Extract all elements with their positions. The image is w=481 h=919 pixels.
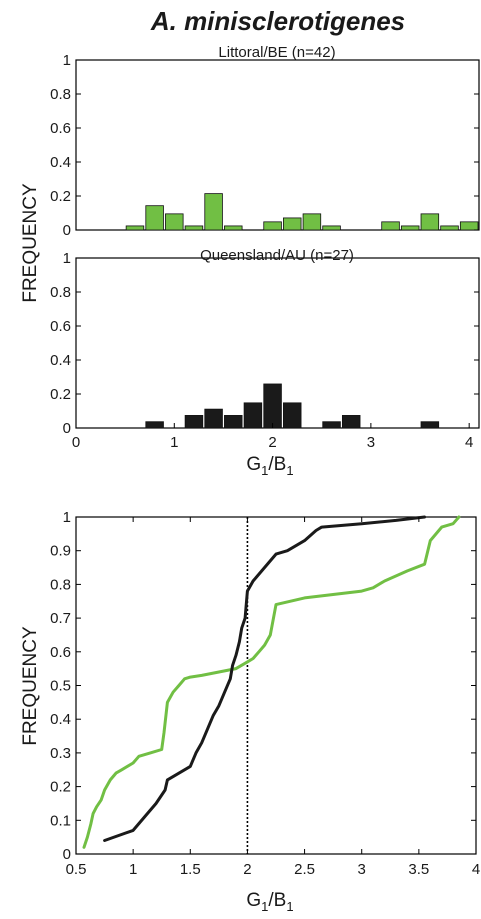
littoral-bar (125, 225, 145, 231)
littoral-bar (440, 225, 459, 231)
littoral-y-tick-label: 0.4 (50, 154, 71, 171)
littoral-y-tick-label: 0.2 (50, 188, 71, 205)
queensland-bar (243, 402, 263, 429)
queensland-x-tick-label: 1 (170, 434, 178, 451)
cumulative-y-tick-label: 1 (63, 509, 71, 526)
cumulative-y-tick-label: 0.4 (50, 711, 71, 728)
x-label-sub-b: 1 (286, 463, 293, 478)
cumulative-y-tick-label: 0.5 (50, 678, 71, 695)
cumulative-line-chart: 0 0.1 0.2 0.3 0.4 0.5 0.6 0.7 0.8 0.9 1 0.5 1 1.5 2 2.… (20, 509, 480, 914)
cumulative-y-tick-label: 0.2 (50, 779, 71, 796)
littoral-bar (263, 221, 282, 231)
histogram-y-axis-label: FREQUENCY (20, 183, 41, 303)
littoral-bar (459, 221, 479, 231)
queensland-bar (322, 421, 341, 429)
queensland-bar (263, 383, 282, 429)
histogram-queensland-title: Queensland/AU (n=27) (200, 247, 354, 264)
queensland-y-tick-label: 0 (63, 420, 71, 437)
queensland-bar (145, 421, 164, 429)
littoral-y-tick-label: 0.8 (50, 86, 71, 103)
queensland-x-tick-label: 4 (465, 434, 473, 451)
cumulative-x-tick-label: 2 (243, 861, 251, 878)
queensland-x-tick-label: 0 (72, 434, 80, 451)
cumulative-y-axis-label: FREQUENCY (20, 626, 41, 746)
queensland-bar (224, 415, 243, 429)
x-label-g: G (246, 454, 261, 475)
queensland-y-tick-label: 0.2 (50, 386, 71, 403)
queensland-y-tick-label: 0.4 (50, 352, 71, 369)
cumulative-x-tick-label: 0.5 (66, 861, 87, 878)
littoral-bar (204, 193, 223, 231)
littoral-bar (145, 205, 164, 231)
littoral-bar (165, 213, 184, 231)
littoral-bar (381, 221, 400, 231)
queensland-bar (341, 415, 361, 429)
littoral-bar (224, 225, 243, 231)
cumulative-x-tick-label: 3.5 (408, 861, 429, 878)
littoral-bar (322, 225, 341, 231)
histogram-littoral: Littoral/BE (n=42) 0 0.2 0.4 0.6 0.8 1 (50, 44, 480, 239)
x-label-g: G (246, 890, 261, 911)
littoral-y-tick-label: 0 (63, 222, 71, 239)
queensland-bar (283, 402, 302, 429)
histogram-littoral-frame (75, 59, 480, 231)
x-label-slash: /B (268, 454, 286, 475)
cumulative-y-tick-label: 0.7 (50, 610, 71, 627)
littoral-bar (420, 213, 440, 231)
x-label-sub-b: 1 (286, 899, 293, 914)
figure-title: A. minisclerotigenes (150, 6, 405, 36)
cumulative-x-axis-label: G1/B1 (246, 890, 293, 914)
queensland-bar (420, 421, 440, 429)
queensland-bar (184, 415, 204, 429)
littoral-bar (302, 213, 322, 231)
x-label-sub-g: 1 (261, 463, 268, 478)
cumulative-x-tick-label: 4 (472, 861, 480, 878)
queensland-y-tick-label: 0.6 (50, 318, 71, 335)
x-label-slash: /B (268, 890, 286, 911)
queensland-y-tick-label: 0.8 (50, 284, 71, 301)
littoral-bar (283, 217, 302, 231)
histogram-x-axis-label: G1/B1 (246, 454, 293, 478)
cumulative-line-black (103, 515, 427, 842)
cumulative-y-tick-label: 0.9 (50, 543, 71, 560)
cumulative-y-tick-label: 0.3 (50, 745, 71, 762)
cumulative-x-tick-label: 2.5 (294, 861, 315, 878)
cumulative-y-tick-label: 0.8 (50, 576, 71, 593)
cumulative-y-tick-label: 0.1 (50, 812, 71, 829)
littoral-bar (400, 225, 420, 231)
cumulative-x-tick-label: 1.5 (180, 861, 201, 878)
histogram-littoral-title: Littoral/BE (n=42) (218, 44, 335, 61)
littoral-y-tick-label: 0.6 (50, 120, 71, 137)
queensland-x-tick-label: 2 (268, 434, 276, 451)
queensland-x-tick-label: 3 (367, 434, 375, 451)
x-label-sub-g: 1 (261, 899, 268, 914)
queensland-bar (204, 408, 223, 429)
cumulative-x-tick-label: 1 (129, 861, 137, 878)
cumulative-x-tick-label: 3 (358, 861, 366, 878)
queensland-y-tick-label: 1 (63, 250, 71, 267)
cumulative-line-green (82, 515, 461, 849)
littoral-bar (184, 225, 204, 231)
cumulative-y-tick-label: 0.6 (50, 644, 71, 661)
littoral-y-tick-label: 1 (63, 52, 71, 69)
cumulative-y-tick-label: 0 (63, 846, 71, 863)
